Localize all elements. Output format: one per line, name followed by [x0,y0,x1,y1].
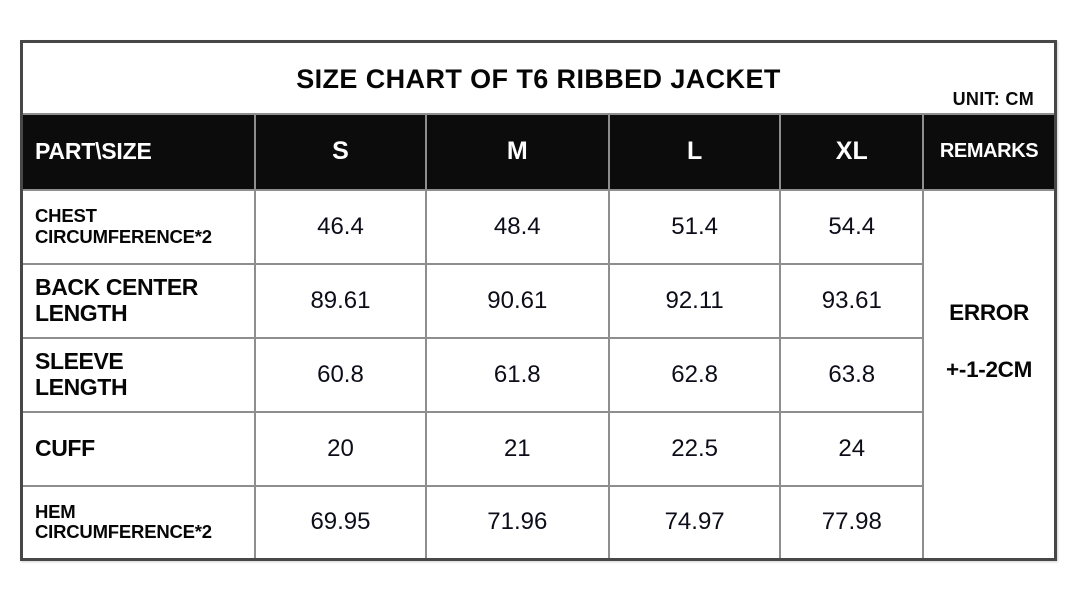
value-hem-m: 71.96 [424,484,610,561]
chart-title: SIZE CHART OF T6 RIBBED JACKET [296,64,781,95]
unit-label: UNIT: CM [952,88,1034,109]
part-label-sleeve: SLEEVE LENGTH [20,336,257,413]
value-cuff-l: 22.5 [607,410,782,487]
table-row-sleeve: SLEEVE LENGTH 60.8 61.8 62.8 63.8 [20,336,1056,413]
size-chart-table: SIZE CHART OF T6 RIBBED JACKET UNIT: CM … [20,40,1057,561]
value-chest-l: 51.4 [607,188,782,265]
remarks-line-tolerance: +-1-2CM [946,356,1033,382]
title-cell: SIZE CHART OF T6 RIBBED JACKET UNIT: CM [20,40,1057,115]
value-back-xl: 93.61 [779,262,925,339]
value-cuff-s: 20 [254,410,427,487]
value-cuff-xl: 24 [779,410,925,487]
table-row-chest: CHEST CIRCUMFERENCE*2 46.4 48.4 51.4 54.… [20,188,1057,561]
part-label-chest: CHEST CIRCUMFERENCE*2 [20,188,257,265]
table-row-hem: HEM CIRCUMFERENCE*2 69.95 71.96 74.97 77… [20,484,1056,561]
header-size-xl: XL [779,112,925,191]
header-row: PART\SIZE S M L XL REMARKS [20,112,1057,191]
value-sleeve-m: 61.8 [424,336,610,413]
value-chest-xl: 54.4 [779,188,925,265]
value-chest-s: 46.4 [254,188,427,265]
header-part-size: PART\SIZE [20,112,257,191]
value-hem-xl: 77.98 [779,484,925,561]
value-sleeve-l: 62.8 [607,336,782,413]
value-chest-m: 48.4 [424,188,610,265]
part-label-back-center: BACK CENTER LENGTH [20,262,257,339]
header-size-s: S [254,112,427,191]
value-hem-l: 74.97 [607,484,782,561]
value-sleeve-s: 60.8 [254,336,427,413]
value-sleeve-xl: 63.8 [779,336,925,413]
value-hem-s: 69.95 [254,484,427,561]
title-row: SIZE CHART OF T6 RIBBED JACKET UNIT: CM [20,40,1057,115]
value-cuff-m: 21 [424,410,610,487]
header-size-l: L [607,112,782,191]
header-remarks: REMARKS [922,112,1057,191]
remarks-cell: ERROR +-1-2CM [922,188,1057,561]
value-back-l: 92.11 [607,262,782,339]
value-back-s: 89.61 [254,262,427,339]
part-label-cuff: CUFF [20,410,257,487]
remarks-line-error: ERROR [949,299,1029,325]
part-label-hem: HEM CIRCUMFERENCE*2 [20,484,257,561]
value-back-m: 90.61 [424,262,610,339]
remarks-text: ERROR +-1-2CM [925,299,1053,383]
header-size-m: M [424,112,610,191]
table-row-cuff: CUFF 20 21 22.5 24 [20,410,1056,487]
table-row-back-center: BACK CENTER LENGTH 89.61 90.61 92.11 93.… [20,262,1056,339]
